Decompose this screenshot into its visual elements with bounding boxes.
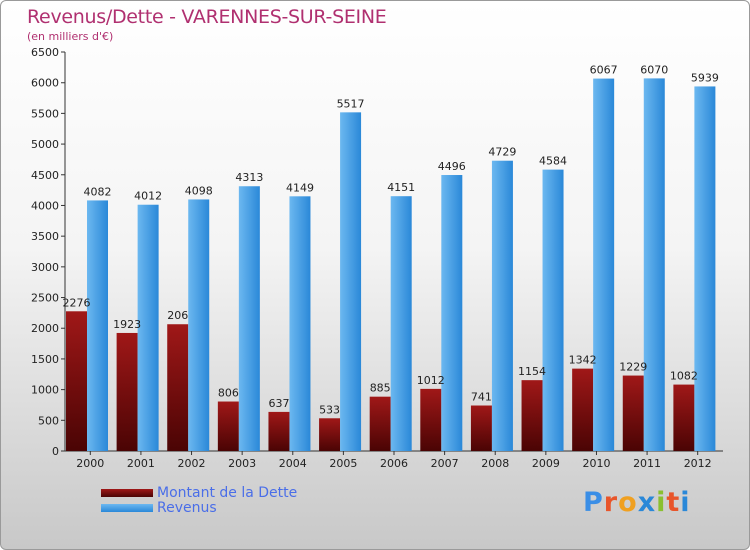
x-tick-label: 2002 xyxy=(178,457,206,470)
logo-letter: t xyxy=(666,487,681,518)
y-tick-label: 1500 xyxy=(31,353,59,366)
logo-letter: i xyxy=(656,487,667,518)
y-tick-label: 1000 xyxy=(31,384,59,397)
y-tick-label: 6500 xyxy=(31,46,59,59)
bar-revenue-2004 xyxy=(289,196,311,451)
chart-title: Revenus/Dette - VARENNES-SUR-SEINE xyxy=(27,6,387,28)
legend-revenue-label: Revenus xyxy=(157,500,217,516)
x-tick-label: 2007 xyxy=(431,457,459,470)
bar-debt-2004 xyxy=(268,411,290,451)
y-tick-label: 4500 xyxy=(31,169,59,182)
y-tick-label: 3500 xyxy=(31,230,59,243)
bar-revenue-2011 xyxy=(643,78,665,451)
legend-revenue-swatch xyxy=(101,504,153,512)
y-tick-label: 5500 xyxy=(31,107,59,120)
bar-revenue-2000 xyxy=(87,200,108,451)
revenue-value-label: 5939 xyxy=(691,71,719,84)
bar-debt-2005 xyxy=(319,418,341,451)
y-tick-label: 0 xyxy=(52,445,59,458)
proxiti-logo: Proxiti xyxy=(583,487,691,518)
x-tick-label: 2001 xyxy=(127,457,155,470)
bar-debt-2001 xyxy=(116,332,138,451)
bar-debt-2000 xyxy=(66,311,87,451)
revenue-value-label: 4012 xyxy=(134,190,162,203)
revenue-value-label: 4496 xyxy=(438,160,466,173)
logo-letter: x xyxy=(637,487,657,518)
bar-revenue-2003 xyxy=(238,186,260,451)
y-tick-label: 2500 xyxy=(31,292,59,305)
revenue-value-label: 4082 xyxy=(84,185,112,198)
revenue-value-label: 4151 xyxy=(387,181,415,194)
bar-revenue-2008 xyxy=(491,160,513,451)
bar-revenue-2007 xyxy=(441,175,463,451)
revenue-value-label: 5517 xyxy=(337,97,365,110)
debt-value-label: 206 xyxy=(167,309,188,322)
logo-letter: P xyxy=(583,487,604,518)
value-labels: 2276 4082 1923 4012 206 4098 806 4313 637 4149 533… xyxy=(63,63,719,416)
debt-value-label: 637 xyxy=(268,397,289,410)
x-tick-label: 2003 xyxy=(228,457,256,470)
x-tick-label: 2004 xyxy=(279,457,307,470)
revenue-value-label: 6067 xyxy=(590,64,618,77)
bar-revenue-2010 xyxy=(593,78,615,452)
legend-debt-swatch xyxy=(101,489,153,497)
y-tick-label: 5000 xyxy=(31,138,59,151)
revenue-value-label: 4313 xyxy=(235,171,263,184)
y-tick-label: 6000 xyxy=(31,77,59,90)
logo-letter: i xyxy=(680,487,691,518)
x-tick-label: 2000 xyxy=(76,457,104,470)
logo-letter: o xyxy=(618,487,638,518)
bar-debt-2007 xyxy=(420,388,442,451)
debt-value-label: 2276 xyxy=(63,296,91,309)
bar-revenue-2009 xyxy=(542,169,564,452)
debt-value-label: 1012 xyxy=(417,374,445,387)
revenue-value-label: 4729 xyxy=(488,146,516,159)
debt-value-label: 1082 xyxy=(670,370,698,383)
bar-revenue-2006 xyxy=(390,196,412,451)
bar-debt-2008 xyxy=(470,405,492,451)
debt-value-label: 885 xyxy=(370,382,391,395)
legend-debt-label: Montant de la Dette xyxy=(157,485,298,501)
revenue-value-label: 4149 xyxy=(286,181,314,194)
revenue-value-label: 4098 xyxy=(185,184,213,197)
bar-debt-2006 xyxy=(369,396,391,451)
debt-value-label: 1342 xyxy=(569,354,597,367)
x-tick-label: 2011 xyxy=(633,457,661,470)
debt-value-label: 1154 xyxy=(518,365,546,378)
y-tick-label: 4000 xyxy=(31,199,59,212)
bars xyxy=(66,78,716,452)
x-tick-label: 2010 xyxy=(582,457,610,470)
bar-debt-2003 xyxy=(217,401,239,451)
revenue-value-label: 6070 xyxy=(640,63,668,76)
debt-value-label: 533 xyxy=(319,403,340,416)
bar-debt-2012 xyxy=(673,384,695,451)
debt-value-label: 741 xyxy=(471,391,492,404)
y-tick-label: 3000 xyxy=(31,261,59,274)
bar-debt-2010 xyxy=(572,368,594,451)
bar-debt-2002 xyxy=(167,324,189,451)
bar-debt-2011 xyxy=(622,375,644,451)
chart-subtitle: (en milliers d'€) xyxy=(27,30,114,43)
x-tick-label: 2008 xyxy=(481,457,509,470)
y-tick-label: 2000 xyxy=(31,322,59,335)
bar-revenue-2002 xyxy=(188,199,210,451)
x-tick-label: 2009 xyxy=(532,457,560,470)
debt-value-label: 806 xyxy=(218,387,239,400)
bar-revenue-2012 xyxy=(694,86,716,451)
bar-revenue-2001 xyxy=(137,204,159,451)
x-tick-label: 2012 xyxy=(684,457,712,470)
debt-value-label: 1229 xyxy=(619,361,647,374)
debt-value-label: 1923 xyxy=(113,318,141,331)
y-tick-label: 500 xyxy=(38,414,59,427)
x-tick-label: 2006 xyxy=(380,457,408,470)
x-tick-label: 2005 xyxy=(329,457,357,470)
revenue-value-label: 4584 xyxy=(539,155,567,168)
bar-revenue-2005 xyxy=(340,112,362,452)
bar-debt-2009 xyxy=(521,380,543,451)
logo-letter: r xyxy=(603,487,619,518)
